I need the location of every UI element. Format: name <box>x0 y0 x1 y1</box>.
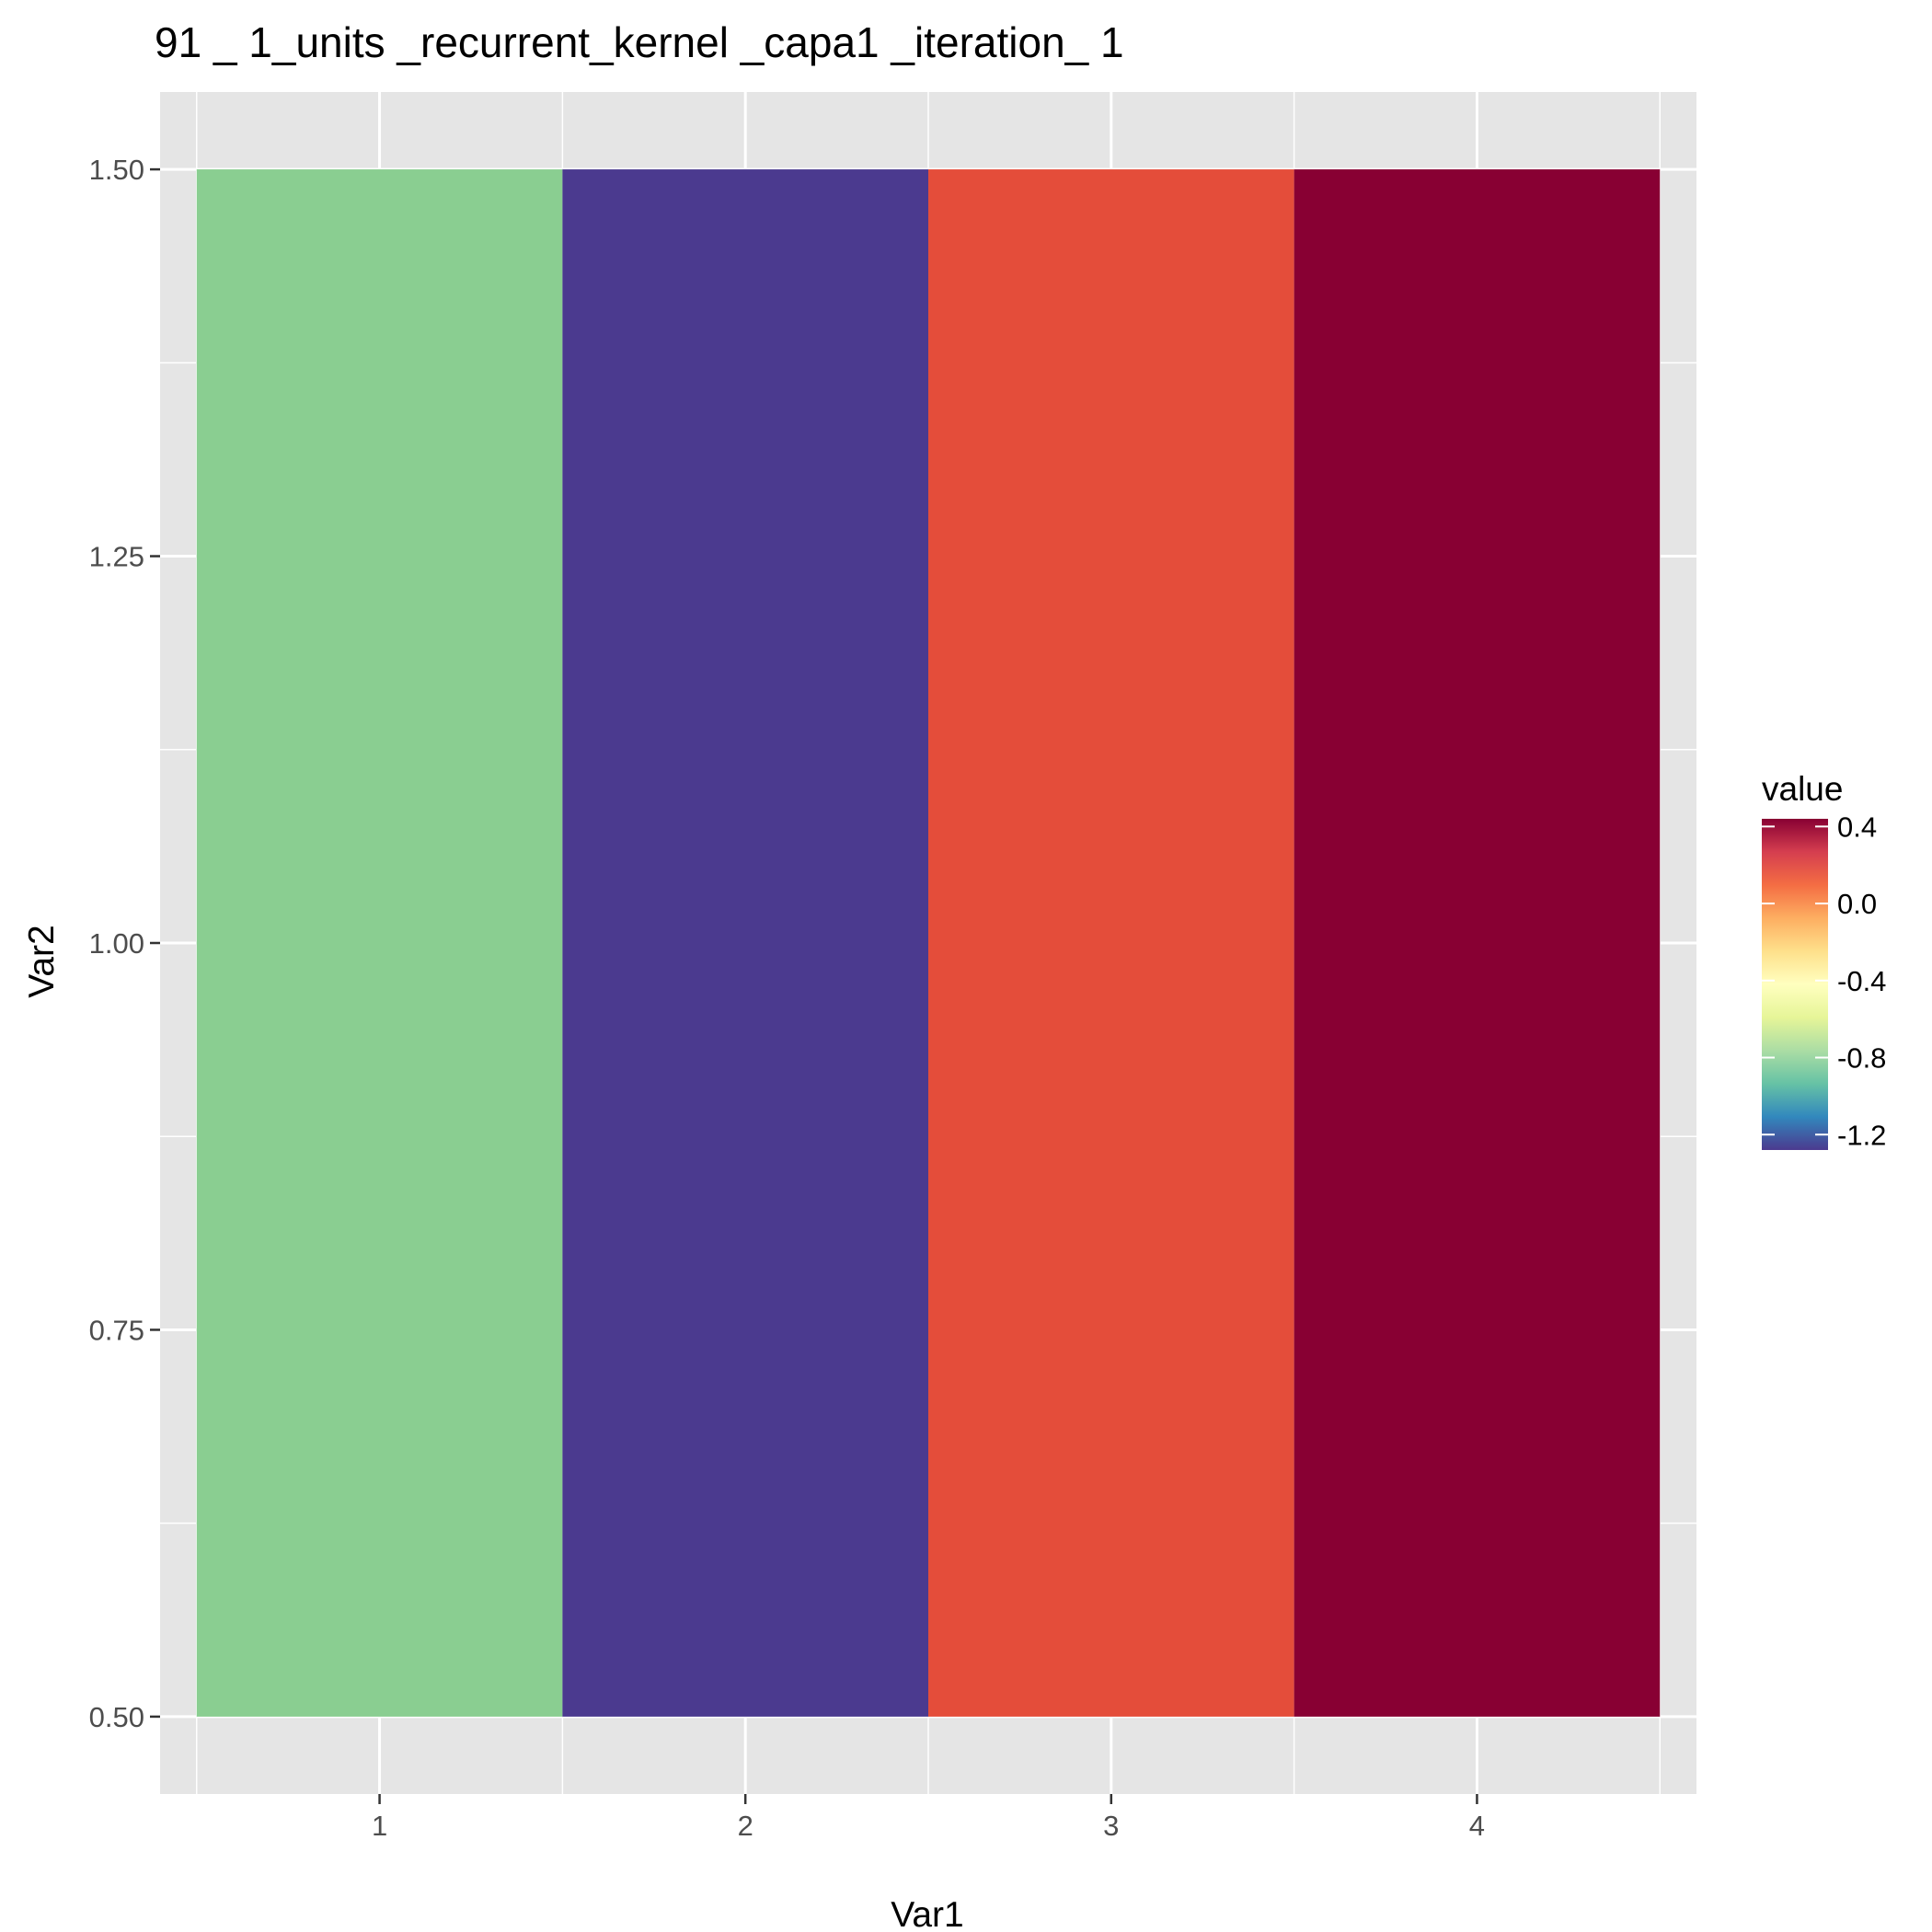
x-axis-title: Var1 <box>891 1895 964 1932</box>
heatmap-tile <box>562 169 928 1717</box>
legend-label: -0.4 <box>1837 965 1886 997</box>
heatmap-tile <box>196 169 563 1717</box>
y-axis: 0.50 0.75 1.00 1.25 1.50 <box>89 154 160 1733</box>
x-tick-label: 1 <box>372 1810 387 1842</box>
legend-ticks: 0.4 0.0 -0.4 -0.8 -1.2 <box>1762 811 1886 1151</box>
x-tick-label: 2 <box>738 1810 753 1842</box>
x-axis: 1 2 3 4 <box>372 1794 1485 1842</box>
y-tick-label: 0.75 <box>89 1314 144 1346</box>
legend-label: 0.0 <box>1837 888 1877 920</box>
heatmap-tile <box>928 169 1294 1717</box>
y-tick-label: 0.50 <box>89 1701 144 1733</box>
chart-title: 91 _ 1_units _recurrent_kernel _capa1 _i… <box>155 18 1124 66</box>
y-tick-label: 1.50 <box>89 154 144 186</box>
heatmap-tile <box>1294 169 1661 1717</box>
y-tick-label: 1.00 <box>89 927 144 960</box>
legend-label: 0.4 <box>1837 811 1877 843</box>
heatmap-tiles <box>196 169 1661 1717</box>
y-axis-title: Var2 <box>22 925 62 998</box>
legend-colorbar <box>1762 819 1828 1150</box>
legend-label: -1.2 <box>1837 1119 1886 1151</box>
y-tick-label: 1.25 <box>89 541 144 573</box>
legend-label: -0.8 <box>1837 1042 1886 1075</box>
color-legend: value 0.4 0.0 -0.4 -0.8 -1.2 <box>1762 770 1886 1151</box>
x-tick-label: 4 <box>1469 1810 1485 1842</box>
x-tick-label: 3 <box>1103 1810 1119 1842</box>
legend-title: value <box>1762 770 1843 808</box>
